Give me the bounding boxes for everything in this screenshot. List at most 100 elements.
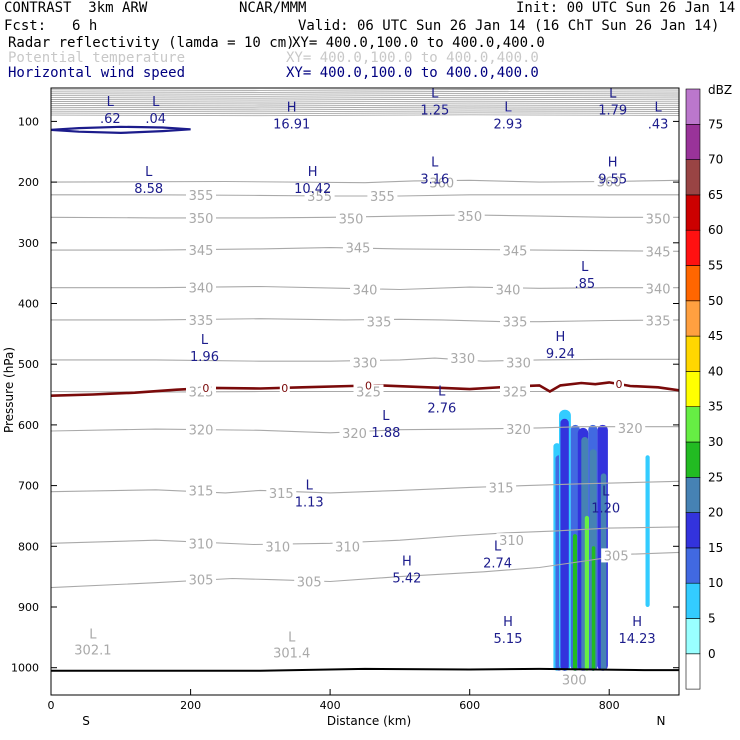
y-tick-label: 800 (18, 540, 39, 553)
wind-extreme-value: 9.55 (598, 173, 627, 188)
stratospheric-theta-line (51, 114, 679, 117)
theta-label-bg (339, 425, 370, 440)
theta-contour-label: 320 (342, 427, 367, 442)
wind-extreme-value: 1.96 (190, 350, 219, 365)
forecast-label: Fcst: (4, 18, 47, 34)
colorbar-tick-label: 25 (708, 470, 723, 484)
theta-contour-label: 310 (265, 540, 290, 555)
colorbar-tick-label: 30 (708, 435, 723, 449)
theta-label-bg (364, 314, 394, 329)
colorbar-bin (685, 335, 701, 372)
y-tick-label: 600 (18, 419, 39, 432)
x-tick-label: 800 (599, 699, 620, 712)
colorbar-bin (685, 159, 701, 196)
x-tick-label: 600 (459, 699, 480, 712)
theta-contour-label: 325 (356, 386, 381, 401)
stratospheric-theta-line (51, 89, 679, 91)
theta-contour-label: 310 (499, 534, 524, 549)
reflectivity-cell (600, 473, 607, 671)
theta-label-bg (186, 312, 216, 327)
y-tick-label: 300 (18, 237, 39, 250)
theta-label-bg (503, 355, 534, 370)
wind-extreme-value: 2.93 (494, 118, 523, 133)
colorbar-tick-label: 70 (708, 153, 723, 167)
wind-extreme-type: L (602, 485, 610, 500)
theta-contour-label: 320 (618, 422, 643, 437)
wind-extreme-type: L (581, 260, 589, 275)
freezing-label-bg (614, 378, 624, 391)
theta-extreme-type: L (288, 630, 296, 645)
theta-label-bg (486, 480, 517, 495)
freezing-level-label: 0 (616, 378, 623, 391)
colorbar-bin (685, 194, 701, 231)
theta-label-bg (643, 244, 674, 259)
wind-extreme-value: 1.88 (371, 426, 400, 441)
theta-contour-label: 305 (297, 576, 322, 591)
theta-label-bg (594, 174, 625, 189)
colorbar-tick-label: 0 (708, 647, 716, 661)
theta-contour-label: 340 (496, 284, 521, 299)
stratospheric-theta-line (51, 100, 679, 103)
theta-extreme-value: 302.1 (74, 643, 111, 658)
colorbar-bins: 0 5 10 15 20 25 30 35 40 45 50 55 60 65 70 75 (685, 88, 723, 690)
wind-extreme-value: .62 (100, 112, 121, 127)
wind-extreme-type: L (431, 156, 439, 171)
wind-extreme-value: 1.20 (591, 502, 620, 517)
terrain-line (51, 667, 679, 672)
plot-frame (50, 87, 680, 696)
colorbar-tick-label: 5 (708, 612, 716, 626)
theta-contour-label: 305 (604, 549, 629, 564)
theta-label-bg (454, 209, 485, 224)
theta-contour-label: 355 (307, 190, 332, 205)
x-axis-label: Distance (km) (327, 714, 411, 728)
wind-extreme-type: L (431, 87, 439, 102)
theta-label-bg (500, 314, 530, 329)
theta-label-bg (186, 483, 216, 498)
x-tick-label: 400 (320, 699, 341, 712)
theta-label-bg (343, 240, 373, 255)
theta-extreme-value: 300 (562, 674, 587, 689)
colorbar-bin (685, 547, 701, 584)
freezing-label-bg (279, 381, 290, 394)
wind-extreme-value: 5.15 (494, 632, 523, 647)
colorbar-tick-label: 35 (708, 400, 723, 414)
colorbar-bin (685, 476, 701, 513)
wind-extreme-type: L (504, 101, 512, 116)
colorbar-tick-label: 45 (708, 329, 723, 343)
theta-contour-label: 335 (189, 314, 214, 329)
theta-contour-label: 325 (503, 386, 528, 401)
theta-label-bg (186, 187, 216, 202)
theta-contour-label: 340 (353, 284, 378, 299)
stratospheric-theta-line (51, 104, 679, 107)
contour-labels: 305 305 305 310 310 310 310 315 315 315 320 320 320 3… (74, 87, 674, 689)
wind-extreme-value: 14.23 (618, 632, 655, 647)
stratospheric-theta-bundle (51, 89, 679, 117)
reflectivity-cell (560, 418, 569, 671)
field-theta-xy: XY= 400.0,100.0 to 400.0,400.0 (286, 50, 539, 66)
theta-contour-label: 355 (189, 189, 214, 204)
freezing-level-label: 0 (202, 382, 209, 395)
y-axis-label: Pressure (hPa) (2, 347, 16, 433)
x-tick-label: 200 (180, 699, 201, 712)
colorbar-bin (685, 441, 701, 478)
wind-extreme-type: L (382, 409, 390, 424)
theta-label-bg (601, 548, 632, 563)
theta-contour-label: 335 (367, 316, 392, 331)
theta-label-bg (186, 243, 216, 258)
y-tick-label: 500 (18, 358, 39, 371)
y-tick-label: 700 (18, 480, 39, 493)
y-tick-label: 400 (18, 298, 39, 311)
colorbar-tick-label: 60 (708, 223, 723, 237)
wind-extreme-value: 2.74 (483, 556, 512, 571)
theta-contour-label: 345 (503, 245, 528, 260)
axes: 100 200 300 400 500 600 700 800 900 1000 0 200 400 60… (11, 115, 679, 712)
freezing-label-bg (200, 382, 211, 395)
theta-contour-label: 330 (353, 356, 378, 371)
field-theta-name: Potential temperature (8, 50, 186, 66)
wind-extreme-type: H (287, 101, 297, 116)
y-tick-label: 200 (18, 176, 39, 189)
theta-contour-label: 315 (189, 484, 214, 499)
wind-extreme-type: L (494, 539, 502, 554)
freezing-label-bg (363, 379, 374, 392)
